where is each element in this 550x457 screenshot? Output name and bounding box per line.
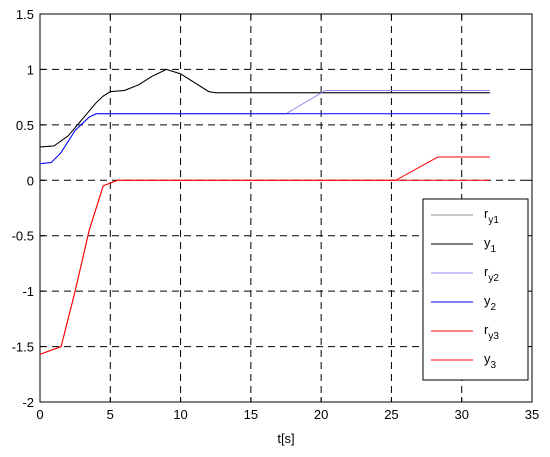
tick-layer: 0 5 10 15 20 25 30 35 -2 -1.5 -1 -0.5 0 0.5 1 1.5 bbox=[12, 7, 540, 422]
y-tick-label: -0.5 bbox=[12, 229, 34, 244]
y-tick-label: -1.5 bbox=[12, 340, 34, 355]
series-layer bbox=[39, 68, 490, 355]
y-tick-label: 0 bbox=[27, 173, 34, 188]
series-line-y-1 bbox=[39, 68, 490, 148]
x-tick-label: 0 bbox=[36, 407, 43, 422]
x-tick-label: 20 bbox=[314, 407, 328, 422]
series-line-y-2 bbox=[39, 113, 490, 165]
x-axis-label: t[s] bbox=[277, 431, 294, 446]
y-tick-label: 0.5 bbox=[16, 118, 34, 133]
y-tick-label: 1.5 bbox=[16, 7, 34, 22]
x-tick-label: 25 bbox=[384, 407, 398, 422]
legend-box bbox=[422, 198, 529, 381]
x-tick-label: 15 bbox=[244, 407, 258, 422]
x-tick-label: 30 bbox=[454, 407, 468, 422]
x-tick-label: 10 bbox=[173, 407, 187, 422]
legend-label-y-1: y1 bbox=[484, 235, 497, 255]
y-tick-label: -2 bbox=[22, 395, 34, 410]
x-tick-label: 35 bbox=[525, 407, 539, 422]
legend-label-y-2: y2 bbox=[484, 293, 497, 313]
legend-label-r-y2: ry2 bbox=[484, 264, 499, 284]
legend-label-r-y1: ry1 bbox=[484, 206, 499, 226]
legend: ry1 y1 ry2 y2 ry3 y3 bbox=[422, 198, 529, 381]
legend-label-r-y3: ry3 bbox=[484, 322, 499, 342]
y-tick-label: -1 bbox=[22, 284, 34, 299]
x-tick-label: 5 bbox=[107, 407, 114, 422]
series-line-y-3 bbox=[39, 179, 490, 355]
legend-label-y-3: y3 bbox=[484, 351, 497, 371]
y-tick-label: 1 bbox=[27, 62, 34, 77]
